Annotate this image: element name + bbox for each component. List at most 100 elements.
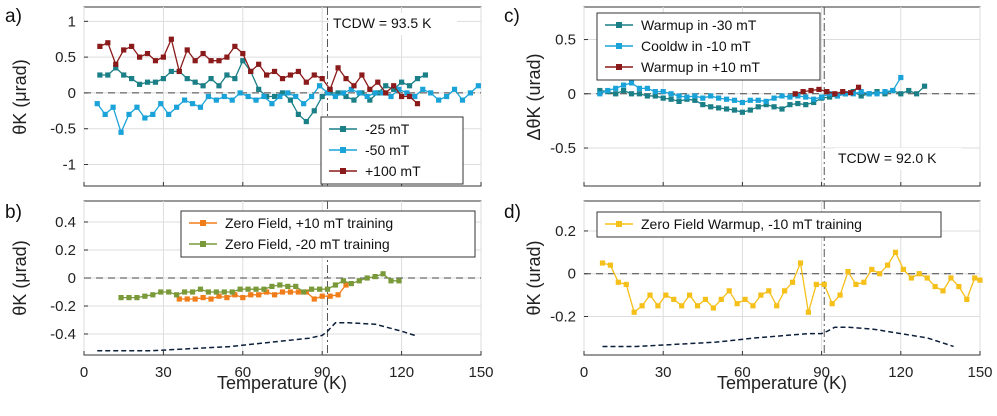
data-point	[420, 86, 426, 92]
data-point	[287, 72, 294, 78]
data-point	[647, 292, 653, 298]
data-point	[948, 275, 954, 281]
data-point	[134, 295, 140, 301]
data-point	[264, 289, 270, 295]
data-point	[261, 93, 267, 100]
x-tick-label: 30	[155, 364, 172, 381]
data-point	[216, 58, 222, 64]
data-point	[97, 43, 103, 49]
data-point	[327, 293, 333, 299]
data-point	[716, 105, 722, 111]
data-point	[766, 288, 772, 294]
data-point	[877, 271, 883, 277]
data-point	[687, 292, 693, 298]
data-point	[245, 93, 251, 100]
data-point	[118, 295, 124, 301]
data-point	[232, 292, 238, 298]
data-point	[144, 79, 151, 85]
data-point	[287, 289, 294, 295]
data-point	[800, 89, 806, 95]
data-point	[232, 76, 238, 82]
data-point	[679, 303, 685, 309]
x-tick-label: 150	[468, 364, 493, 381]
panel-label: d)	[504, 202, 521, 223]
data-point	[684, 94, 690, 100]
legend-box	[596, 211, 942, 238]
data-point	[607, 262, 613, 268]
data-point	[845, 268, 851, 275]
legend-box	[596, 12, 821, 81]
data-point	[731, 97, 738, 103]
data-point	[795, 93, 801, 99]
y-tick-label: 0	[68, 85, 76, 102]
data-point	[623, 281, 629, 288]
data-point	[779, 106, 785, 112]
data-point	[668, 91, 674, 97]
data-point	[755, 104, 761, 110]
data-point	[293, 93, 299, 100]
data-point	[256, 86, 262, 92]
x-tick-label: 150	[967, 364, 992, 381]
data-point	[391, 83, 397, 89]
data-point	[824, 89, 830, 95]
data-point	[184, 296, 190, 302]
data-point	[181, 289, 188, 295]
legend-swatch-marker	[200, 241, 206, 247]
data-point	[232, 43, 238, 49]
data-point	[176, 68, 182, 75]
data-point	[811, 99, 817, 106]
data-point	[940, 288, 946, 294]
data-point	[221, 93, 227, 100]
data-point	[869, 266, 875, 273]
data-point	[739, 109, 745, 115]
data-point	[964, 296, 970, 302]
data-point	[406, 93, 413, 100]
y-tick-label: -0.4	[50, 326, 76, 343]
data-point	[359, 72, 365, 78]
data-point	[316, 83, 323, 89]
data-point	[301, 289, 307, 295]
data-point	[874, 91, 880, 97]
y-tick-label: 0	[568, 266, 576, 283]
data-point	[892, 249, 899, 255]
data-point	[702, 296, 709, 302]
data-point	[319, 76, 325, 82]
data-point	[652, 89, 658, 95]
data-point	[216, 293, 222, 299]
data-point	[189, 101, 196, 107]
data-point	[253, 97, 259, 103]
legend-entry: Zero Field Warmup, -10 mT training	[641, 216, 862, 232]
y-tick-label: -0.2	[50, 298, 76, 315]
x-tick-label: 60	[734, 364, 751, 381]
data-point	[597, 87, 603, 94]
data-point	[853, 281, 859, 288]
data-point	[279, 90, 286, 96]
data-point	[287, 97, 294, 103]
x-tick-label: 0	[580, 364, 588, 381]
data-point	[890, 87, 896, 94]
data-point	[181, 97, 188, 103]
data-point	[335, 292, 341, 298]
data-point	[271, 292, 278, 298]
data-point	[113, 61, 119, 67]
x-axis-label: Temperature (K)	[217, 373, 347, 393]
data-point	[253, 286, 259, 292]
data-point	[340, 90, 346, 96]
data-point	[821, 281, 827, 288]
data-point	[467, 90, 474, 96]
data-point	[676, 93, 682, 99]
data-point	[248, 68, 254, 75]
data-point	[152, 79, 159, 85]
data-point	[316, 286, 323, 292]
data-point	[734, 301, 740, 307]
data-point	[166, 111, 172, 117]
data-point	[184, 76, 190, 82]
data-point	[327, 90, 333, 96]
data-point	[399, 93, 405, 100]
data-point	[174, 104, 180, 110]
data-point	[285, 283, 291, 289]
data-point	[224, 72, 230, 78]
y-tick-label: -0.2	[550, 309, 576, 326]
data-point	[367, 86, 373, 92]
